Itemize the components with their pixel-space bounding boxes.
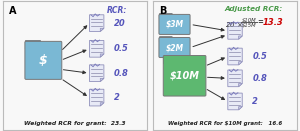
FancyBboxPatch shape (159, 37, 190, 58)
Text: Weighted RCR for $10M grant:   16.6: Weighted RCR for $10M grant: 16.6 (168, 121, 282, 126)
FancyBboxPatch shape (159, 14, 190, 34)
Text: 0.5: 0.5 (252, 52, 267, 61)
Text: 13.3: 13.3 (263, 18, 284, 27)
Text: $10M: $10M (242, 17, 256, 22)
Polygon shape (89, 89, 104, 106)
Text: 20: 20 (114, 19, 126, 28)
Text: $: $ (39, 54, 48, 67)
Text: $10M: $10M (169, 71, 200, 81)
Text: Adjusted RCR:: Adjusted RCR: (225, 6, 283, 12)
Text: $3M: $3M (165, 20, 184, 29)
Text: Weighted RCR for grant:  23.3: Weighted RCR for grant: 23.3 (24, 121, 126, 126)
Text: 0.8: 0.8 (114, 69, 129, 78)
Text: B: B (159, 6, 166, 17)
FancyBboxPatch shape (159, 37, 172, 42)
Text: 20 $\times$: 20 $\times$ (225, 20, 243, 29)
Polygon shape (100, 28, 104, 31)
Polygon shape (100, 54, 104, 57)
Polygon shape (89, 40, 104, 57)
Text: 0.8: 0.8 (252, 74, 267, 83)
Polygon shape (100, 78, 104, 81)
Text: $2M: $2M (165, 43, 184, 52)
Polygon shape (228, 23, 242, 39)
Polygon shape (89, 15, 104, 31)
Polygon shape (238, 107, 242, 110)
Polygon shape (238, 83, 242, 87)
FancyBboxPatch shape (159, 13, 172, 19)
FancyBboxPatch shape (25, 41, 62, 79)
Polygon shape (228, 70, 242, 87)
Polygon shape (100, 103, 104, 106)
Text: 2: 2 (114, 93, 120, 102)
Polygon shape (228, 48, 242, 65)
Text: A: A (9, 6, 16, 17)
Polygon shape (89, 65, 104, 81)
Text: 2: 2 (252, 97, 258, 106)
FancyBboxPatch shape (163, 56, 206, 96)
Polygon shape (238, 36, 242, 39)
FancyBboxPatch shape (25, 40, 40, 50)
Text: 0.5: 0.5 (114, 44, 129, 53)
Text: RCR:: RCR: (107, 6, 127, 15)
Text: =: = (258, 19, 266, 25)
Text: $15M: $15M (242, 22, 256, 27)
Polygon shape (228, 93, 242, 110)
Polygon shape (238, 62, 242, 65)
FancyBboxPatch shape (164, 55, 181, 64)
